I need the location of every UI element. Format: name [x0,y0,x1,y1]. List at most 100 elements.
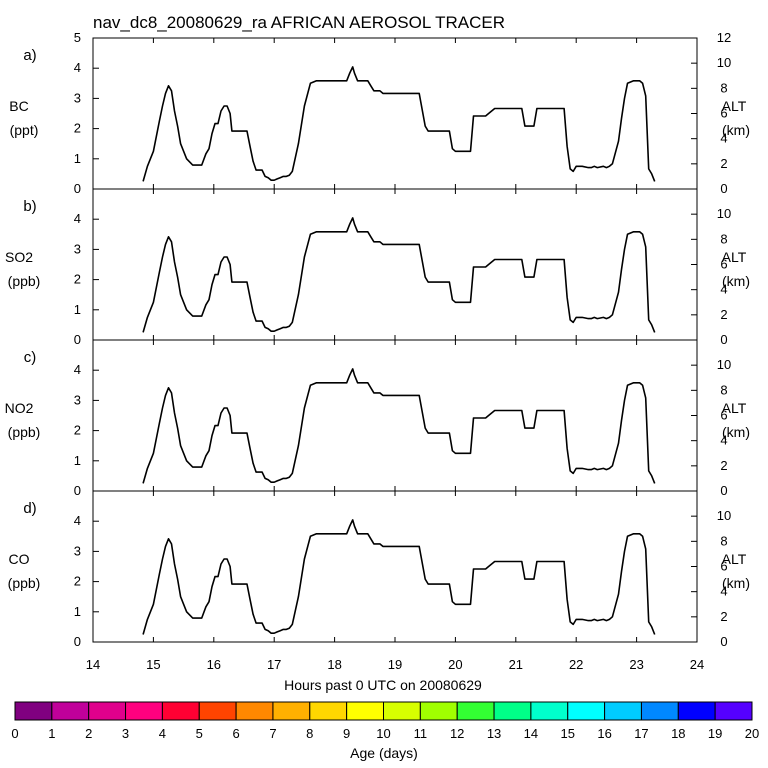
colorbar-swatch [198,701,237,721]
x-tick-label: 20 [448,657,462,672]
right-tick-label: 8 [720,533,727,548]
alt-axis-unit: (km) [722,122,750,138]
colorbar-swatch [530,701,569,721]
colorbar-tick-label: 3 [122,726,129,741]
colorbar-tick-label: 13 [487,726,501,741]
colorbar-tick-label: 5 [196,726,203,741]
left-tick-label: 0 [74,332,81,347]
panel-no2: 0 1 2 3 4 0 2 4 6 8 10 c) NO2 (ppb) ALT (km) [5,339,750,498]
altitude-line [142,368,656,484]
right-tick-label: 0 [720,332,727,347]
panel-frame [92,490,698,643]
x-tick-label: 22 [569,657,583,672]
altitude-line [142,519,656,635]
alt-axis-unit: (km) [722,424,750,440]
x-tick-label: 14 [86,657,100,672]
altitude-line [142,217,656,333]
right-tick-label: 10 [717,508,731,523]
colorbar-tick-label: 6 [232,726,239,741]
panel-unit: (ppt) [10,122,39,138]
right-tick-label: 0 [720,634,727,649]
colorbar-swatch [125,701,163,721]
colorbar-tick-label: 2 [85,726,92,741]
x-tick-label: 15 [146,657,160,672]
alt-axis-name: ALT [722,551,747,567]
panel-unit: (ppb) [8,424,41,440]
colorbar-swatch [604,701,642,721]
colorbar-tick-label: 19 [708,726,722,741]
left-tick-label: 3 [74,543,81,558]
left-tick-label: 2 [74,423,81,438]
left-tick-label: 0 [74,181,81,196]
right-tick-label: 8 [720,231,727,246]
colorbar-tick-label: 11 [414,726,428,741]
panel-species: NO2 [5,400,34,416]
left-tick-label: 3 [74,392,81,407]
alt-axis-unit: (km) [722,273,750,289]
x-axis-ticks: 14 15 16 17 18 19 20 21 22 23 24 [86,657,704,672]
panel-co: 0 1 2 3 4 0 2 4 6 8 10 d) CO (ppb) ALT (km) [8,490,750,649]
alt-axis-name: ALT [722,98,747,114]
left-tick-label: 4 [74,211,81,226]
colorbar-swatch [419,701,458,721]
panel-unit: (ppb) [8,575,41,591]
right-tick-label: 2 [720,609,727,624]
panel-unit: (ppb) [8,273,41,289]
colorbar-swatch [235,701,274,721]
left-tick-label: 2 [74,272,81,287]
colorbar-swatch [272,701,311,721]
right-tick-label: 2 [720,156,727,171]
x-tick-label: 21 [509,657,523,672]
right-tick-label: 8 [720,80,727,95]
alt-axis-name: ALT [722,400,747,416]
left-tick-label: 3 [74,241,81,256]
left-tick-label: 1 [74,151,81,166]
colorbar-swatch [640,701,679,721]
colorbar-tick-label: 17 [634,726,648,741]
alt-axis-unit: (km) [722,575,750,591]
colorbar-swatch [456,701,495,721]
left-tick-label: 2 [74,121,81,136]
colorbar-tick-label: 16 [597,726,611,741]
panel-species: CO [9,551,30,567]
colorbar-tick-label: 15 [561,726,575,741]
panel-frame [92,37,698,190]
right-tick-label: 0 [720,483,727,498]
left-tick-label: 1 [74,604,81,619]
x-tick-label: 17 [267,657,281,672]
colorbar-tick-label: 20 [745,726,759,741]
colorbar-title: Age (days) [350,745,418,761]
colorbar-swatch [677,701,716,721]
x-tick-label: 23 [629,657,643,672]
colorbar-tick-label: 9 [343,726,350,741]
panel-frame [92,339,698,492]
colorbar-tick-label: 0 [11,726,18,741]
panels-group: 012345024681012a)BC(ppt)ALT(km)012340246… [5,30,750,649]
colorbar-tick-label: 7 [269,726,276,741]
right-tick-label: 10 [717,206,731,221]
right-tick-label: 4 [720,433,727,448]
right-tick-label: 2 [720,458,727,473]
left-tick-label: 4 [74,60,81,75]
panel-so2: 0 1 2 3 4 0 2 4 6 8 10 b) SO2 (ppb) ALT (km) [5,188,750,347]
right-tick-label: 6 [720,559,727,574]
colorbar: 0 1 2 3 4 5 6 7 8 9 10 11 12 13 14 15 16 17 18 19 20 [11,701,759,741]
right-tick-label: 4 [720,282,727,297]
right-tick-label: 10 [717,55,731,70]
right-tick-label: 6 [720,257,727,272]
right-tick-label: 6 [720,106,727,121]
altitude-line [142,66,656,182]
left-tick-label: 4 [74,362,81,377]
left-tick-label: 0 [74,483,81,498]
left-tick-label: 2 [74,574,81,589]
colorbar-tick-label: 10 [376,726,390,741]
colorbar-swatch [346,701,384,721]
colorbar-tick-label: 18 [671,726,685,741]
right-tick-label: 4 [720,584,727,599]
colorbar-swatch [383,701,421,721]
left-tick-label: 1 [74,453,81,468]
x-tick-label: 16 [207,657,221,672]
panel-letter: a) [23,47,36,64]
panel-species: BC [9,98,28,114]
